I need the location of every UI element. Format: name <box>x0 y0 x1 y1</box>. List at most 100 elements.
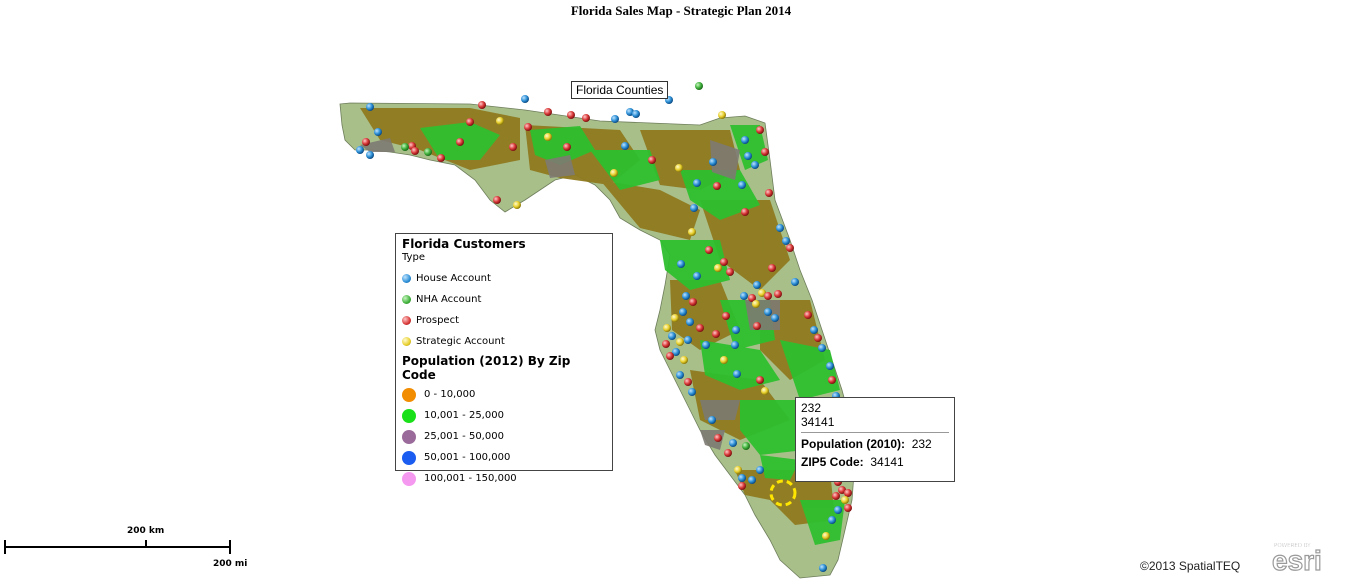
house-account-marker <box>690 204 698 212</box>
esri-logo: POWERED BY esri <box>1271 543 1322 574</box>
house-account-marker <box>672 348 680 356</box>
popup-line-1: 232 <box>801 401 822 415</box>
prospect-marker <box>748 294 756 302</box>
population-swatch-icon <box>402 429 416 444</box>
strategic-account-marker <box>718 111 726 119</box>
prospect-marker <box>456 138 464 146</box>
population-swatch-icon <box>402 450 416 465</box>
house-account-marker <box>684 336 692 344</box>
prospect-marker <box>666 352 674 360</box>
prospect-marker <box>696 324 704 332</box>
legend-label: 10,001 - 25,000 <box>424 410 504 421</box>
prospect-marker <box>756 126 764 134</box>
house-account-marker <box>632 110 640 118</box>
house-account-marker <box>756 466 764 474</box>
house-account-marker <box>374 128 382 136</box>
prospect-marker <box>828 376 836 384</box>
prospect-marker <box>768 264 776 272</box>
info-popup[interactable]: 232 34141 Population (2010): 232 ZIP5 Co… <box>795 397 955 482</box>
prospect-marker <box>712 330 720 338</box>
gray-zones <box>360 138 780 450</box>
nha-account-marker <box>401 143 409 151</box>
prospect-marker <box>509 143 517 151</box>
popup-zip-label: ZIP5 Code: <box>801 455 864 469</box>
house-account-marker <box>818 344 826 352</box>
strategic-account-marker <box>752 300 760 308</box>
prospect-marker <box>753 322 761 330</box>
prospect-marker <box>774 290 782 298</box>
population-swatch-icon <box>402 387 416 402</box>
house-account-marker <box>753 281 761 289</box>
prospect-marker <box>724 449 732 457</box>
popup-population-row: Population (2010): 232 <box>801 437 949 451</box>
house-account-marker <box>708 416 716 424</box>
legend-title: Florida Customers <box>402 237 526 251</box>
popup-divider <box>801 432 949 433</box>
legend-item-pop-3: 25,001 - 50,000 <box>402 426 606 447</box>
legend-item-nha-account: NHA Account <box>402 289 606 310</box>
scale-bar: 200 km 200 mi <box>4 526 247 569</box>
house-account-marker <box>688 388 696 396</box>
strategic-account-marker <box>720 356 728 364</box>
strategic-account-marker <box>714 264 722 272</box>
prospect-marker <box>844 504 852 512</box>
florida-counties-label: Florida Counties <box>571 81 669 99</box>
house-account-marker <box>748 476 756 484</box>
prospect-marker <box>689 298 697 306</box>
legend-label: House Account <box>416 273 491 284</box>
legend-item-prospect: Prospect <box>402 310 606 331</box>
prospect-marker <box>786 244 794 252</box>
legend-item-pop-4: 50,001 - 100,000 <box>402 447 606 468</box>
house-account-marker <box>751 161 759 169</box>
house-account-marker <box>771 314 779 322</box>
nha-account-icon <box>402 295 411 304</box>
strategic-account-marker <box>513 201 521 209</box>
legend-population-title: Population (2012) By Zip Code <box>402 354 571 382</box>
house-account-marker <box>834 506 842 514</box>
legend-panel: Florida Customers Type House Account NHA… <box>395 233 613 486</box>
prospect-marker <box>764 292 772 300</box>
scale-km-label: 200 km <box>127 526 164 536</box>
prospect-marker <box>662 340 670 348</box>
house-account-marker <box>828 516 836 524</box>
house-account-marker <box>682 292 690 300</box>
legend-label: 25,001 - 50,000 <box>424 431 504 442</box>
prospect-marker <box>714 434 722 442</box>
prospect-marker <box>466 118 474 126</box>
esri-powered-label: POWERED BY <box>1274 543 1311 549</box>
strategic-account-marker <box>496 117 504 125</box>
legend-label: Prospect <box>416 315 459 326</box>
strategic-account-marker <box>675 164 683 172</box>
prospect-marker <box>726 268 734 276</box>
house-account-marker <box>738 181 746 189</box>
selected-zip-marker[interactable] <box>769 479 797 507</box>
prospect-marker <box>722 312 730 320</box>
prospect-marker <box>713 182 721 190</box>
legend-item-pop-2: 10,001 - 25,000 <box>402 405 606 426</box>
scale-mi-label: 200 mi <box>213 559 247 569</box>
house-account-marker <box>702 341 710 349</box>
prospect-marker <box>738 482 746 490</box>
nha-account-marker <box>424 148 432 156</box>
prospect-marker <box>761 148 769 156</box>
legend-item-strategic-account: Strategic Account <box>402 331 606 352</box>
prospect-marker <box>720 258 728 266</box>
legend-label: Strategic Account <box>416 336 505 347</box>
prospect-marker <box>648 156 656 164</box>
customer-markers[interactable] <box>356 82 852 572</box>
prospect-marker <box>563 143 571 151</box>
house-account-marker <box>356 146 364 154</box>
house-account-marker <box>733 370 741 378</box>
house-account-marker <box>693 179 701 187</box>
prospect-marker <box>684 378 692 386</box>
house-account-icon <box>402 274 411 283</box>
house-account-marker <box>819 564 827 572</box>
prospect-marker <box>844 489 852 497</box>
house-account-marker <box>731 341 739 349</box>
house-account-marker <box>611 115 619 123</box>
house-account-marker <box>826 362 834 370</box>
house-account-marker <box>677 260 685 268</box>
prospect-marker <box>524 123 532 131</box>
prospect-marker <box>804 311 812 319</box>
